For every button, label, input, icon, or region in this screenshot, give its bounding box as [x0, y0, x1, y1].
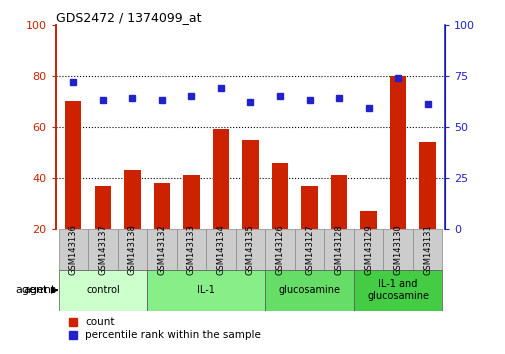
Text: agent: agent: [15, 285, 47, 295]
FancyBboxPatch shape: [206, 229, 235, 270]
Text: GSM143128: GSM143128: [334, 224, 343, 275]
FancyBboxPatch shape: [59, 229, 88, 270]
Bar: [389, 76, 406, 229]
Bar: [301, 185, 317, 229]
Text: GSM143126: GSM143126: [275, 224, 284, 275]
FancyBboxPatch shape: [235, 229, 265, 270]
Bar: [360, 211, 376, 229]
Text: GSM143127: GSM143127: [305, 224, 314, 275]
Text: GSM143131: GSM143131: [422, 224, 431, 275]
Text: control: control: [86, 285, 120, 295]
Bar: [154, 183, 170, 229]
FancyBboxPatch shape: [324, 229, 353, 270]
Text: GSM143133: GSM143133: [186, 224, 195, 275]
Text: GSM143130: GSM143130: [393, 224, 402, 275]
FancyBboxPatch shape: [294, 229, 324, 270]
Text: GDS2472 / 1374099_at: GDS2472 / 1374099_at: [56, 11, 201, 24]
Bar: [124, 170, 140, 229]
Text: GSM143135: GSM143135: [245, 224, 255, 275]
FancyBboxPatch shape: [353, 229, 383, 270]
Bar: [419, 142, 435, 229]
Text: agent: agent: [24, 285, 56, 295]
FancyBboxPatch shape: [412, 229, 441, 270]
FancyBboxPatch shape: [265, 270, 353, 310]
FancyBboxPatch shape: [383, 229, 412, 270]
Text: GSM143137: GSM143137: [98, 224, 107, 275]
FancyBboxPatch shape: [265, 229, 294, 270]
Bar: [65, 101, 81, 229]
Text: IL-1: IL-1: [197, 285, 215, 295]
Legend: count, percentile rank within the sample: count, percentile rank within the sample: [69, 317, 261, 340]
Text: GSM143134: GSM143134: [216, 224, 225, 275]
Bar: [242, 139, 258, 229]
FancyBboxPatch shape: [147, 229, 176, 270]
Text: IL-1 and
glucosamine: IL-1 and glucosamine: [366, 279, 428, 301]
Text: GSM143132: GSM143132: [157, 224, 166, 275]
FancyBboxPatch shape: [59, 270, 147, 310]
FancyBboxPatch shape: [176, 229, 206, 270]
Text: GSM143129: GSM143129: [363, 224, 372, 275]
Bar: [183, 175, 199, 229]
Text: glucosamine: glucosamine: [278, 285, 340, 295]
FancyBboxPatch shape: [353, 270, 441, 310]
FancyBboxPatch shape: [118, 229, 147, 270]
Text: GSM143138: GSM143138: [128, 224, 137, 275]
Bar: [330, 175, 346, 229]
Text: GSM143136: GSM143136: [69, 224, 78, 275]
FancyBboxPatch shape: [88, 229, 118, 270]
Bar: [271, 162, 287, 229]
Bar: [213, 130, 229, 229]
Bar: [94, 185, 111, 229]
FancyBboxPatch shape: [147, 270, 265, 310]
